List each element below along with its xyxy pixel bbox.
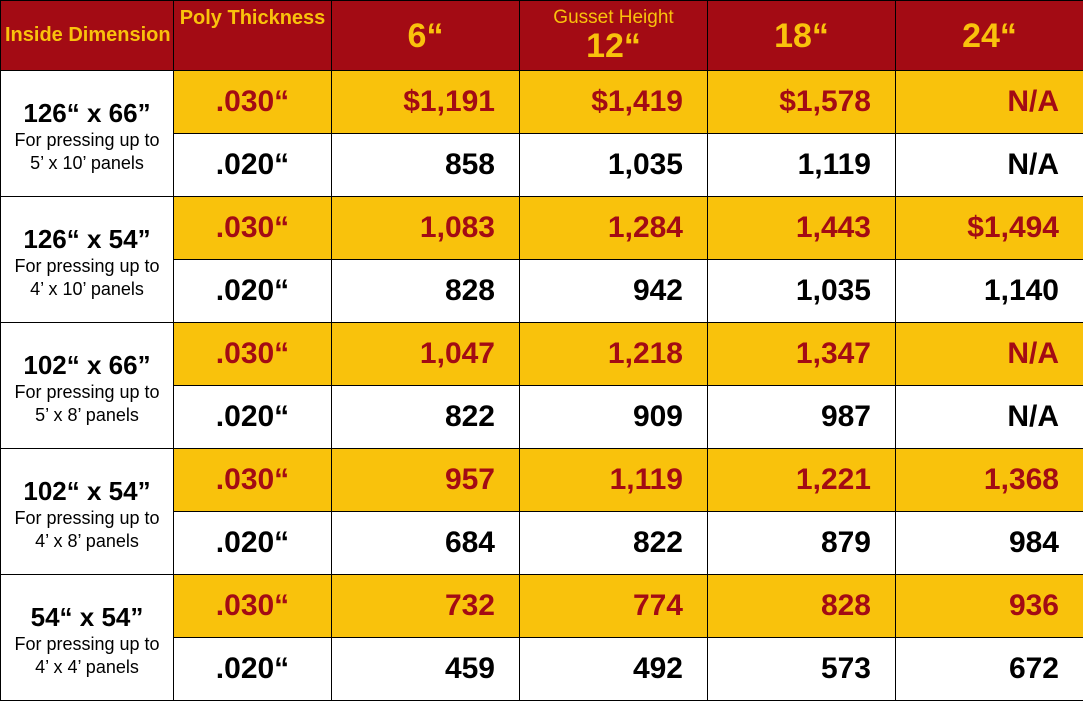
thickness-cell: .030“ (174, 71, 332, 134)
dimension-main: 126“ x 66” (1, 93, 173, 128)
dimension-main: 102“ x 54” (1, 471, 173, 506)
price-cell: 492 (520, 638, 708, 701)
price-cell: N/A (896, 386, 1083, 449)
price-cell: N/A (896, 71, 1083, 134)
price-cell: 828 (708, 575, 896, 638)
dimension-sub: For pressing up to5’ x 10’ panels (1, 127, 173, 174)
thickness-cell: .030“ (174, 449, 332, 512)
price-cell: 822 (520, 512, 708, 575)
thickness-cell: .020“ (174, 386, 332, 449)
dimension-sub: For pressing up to4’ x 10’ panels (1, 253, 173, 300)
thickness-cell: .030“ (174, 323, 332, 386)
price-cell: 732 (332, 575, 520, 638)
price-cell: $1,191 (332, 71, 520, 134)
dimension-main: 54“ x 54” (1, 597, 173, 632)
price-cell: 1,119 (708, 134, 896, 197)
thickness-cell: .030“ (174, 197, 332, 260)
dimension-sub: For pressing up to4’ x 8’ panels (1, 505, 173, 552)
dimension-sub: For pressing up to4’ x 4’ panels (1, 631, 173, 678)
gusset-col-3-value: 24“ (896, 19, 1083, 53)
price-cell: 936 (896, 575, 1083, 638)
price-cell: 1,368 (896, 449, 1083, 512)
header-gusset-col-2: 18“ (708, 1, 896, 71)
price-cell: N/A (896, 323, 1083, 386)
gusset-height-label: Gusset Height (520, 8, 707, 29)
dimension-cell: 126“ x 66” For pressing up to5’ x 10’ pa… (1, 71, 174, 197)
price-cell: 1,347 (708, 323, 896, 386)
gusset-col-0-value: 6“ (332, 19, 519, 53)
dimension-main: 102“ x 66” (1, 345, 173, 380)
table-row: 54“ x 54” For pressing up to4’ x 4’ pane… (1, 575, 1083, 638)
thickness-cell: .030“ (174, 575, 332, 638)
price-cell: 1,284 (520, 197, 708, 260)
price-cell: 1,083 (332, 197, 520, 260)
gusset-col-1-value: 12“ (520, 29, 707, 63)
header-poly-thickness-label: Poly Thickness (174, 7, 331, 30)
dimension-cell: 126“ x 54” For pressing up to4’ x 10’ pa… (1, 197, 174, 323)
header-row: Inside Dimension Poly Thickness 6“ Gusse… (1, 1, 1083, 71)
price-cell: 774 (520, 575, 708, 638)
price-cell: 957 (332, 449, 520, 512)
dimension-main: 126“ x 54” (1, 219, 173, 254)
price-cell: 1,119 (520, 449, 708, 512)
header-inside-dimension: Inside Dimension (1, 1, 174, 71)
price-cell: 573 (708, 638, 896, 701)
price-cell: N/A (896, 134, 1083, 197)
header-gusset-col-1: Gusset Height 12“ (520, 1, 708, 71)
price-cell: 1,035 (520, 134, 708, 197)
price-cell: 984 (896, 512, 1083, 575)
price-cell: 684 (332, 512, 520, 575)
price-cell: $1,419 (520, 71, 708, 134)
header-poly-thickness: Poly Thickness (174, 1, 332, 71)
dimension-sub: For pressing up to5’ x 8’ panels (1, 379, 173, 426)
price-cell: 672 (896, 638, 1083, 701)
table-row: 102“ x 54” For pressing up to4’ x 8’ pan… (1, 449, 1083, 512)
price-cell: 942 (520, 260, 708, 323)
dimension-cell: 54“ x 54” For pressing up to4’ x 4’ pane… (1, 575, 174, 701)
price-cell: 1,221 (708, 449, 896, 512)
price-cell: 879 (708, 512, 896, 575)
thickness-cell: .020“ (174, 638, 332, 701)
price-cell: 459 (332, 638, 520, 701)
price-cell: 1,140 (896, 260, 1083, 323)
price-cell: 1,443 (708, 197, 896, 260)
dimension-cell: 102“ x 66” For pressing up to5’ x 8’ pan… (1, 323, 174, 449)
thickness-cell: .020“ (174, 512, 332, 575)
dimension-cell: 102“ x 54” For pressing up to4’ x 8’ pan… (1, 449, 174, 575)
price-cell: 858 (332, 134, 520, 197)
table-row: 126“ x 54” For pressing up to4’ x 10’ pa… (1, 197, 1083, 260)
price-cell: $1,494 (896, 197, 1083, 260)
price-cell: 822 (332, 386, 520, 449)
price-cell: 1,218 (520, 323, 708, 386)
price-cell: 909 (520, 386, 708, 449)
price-cell: 1,047 (332, 323, 520, 386)
gusset-col-2-value: 18“ (708, 19, 895, 53)
thickness-cell: .020“ (174, 260, 332, 323)
price-cell: 987 (708, 386, 896, 449)
thickness-cell: .020“ (174, 134, 332, 197)
table-row: 102“ x 66” For pressing up to5’ x 8’ pan… (1, 323, 1083, 386)
pricing-table: Inside Dimension Poly Thickness 6“ Gusse… (0, 0, 1083, 701)
table-row: 126“ x 66” For pressing up to5’ x 10’ pa… (1, 71, 1083, 134)
header-gusset-col-3: 24“ (896, 1, 1083, 71)
price-cell: 1,035 (708, 260, 896, 323)
price-cell: 828 (332, 260, 520, 323)
header-gusset-col-0: 6“ (332, 1, 520, 71)
price-cell: $1,578 (708, 71, 896, 134)
